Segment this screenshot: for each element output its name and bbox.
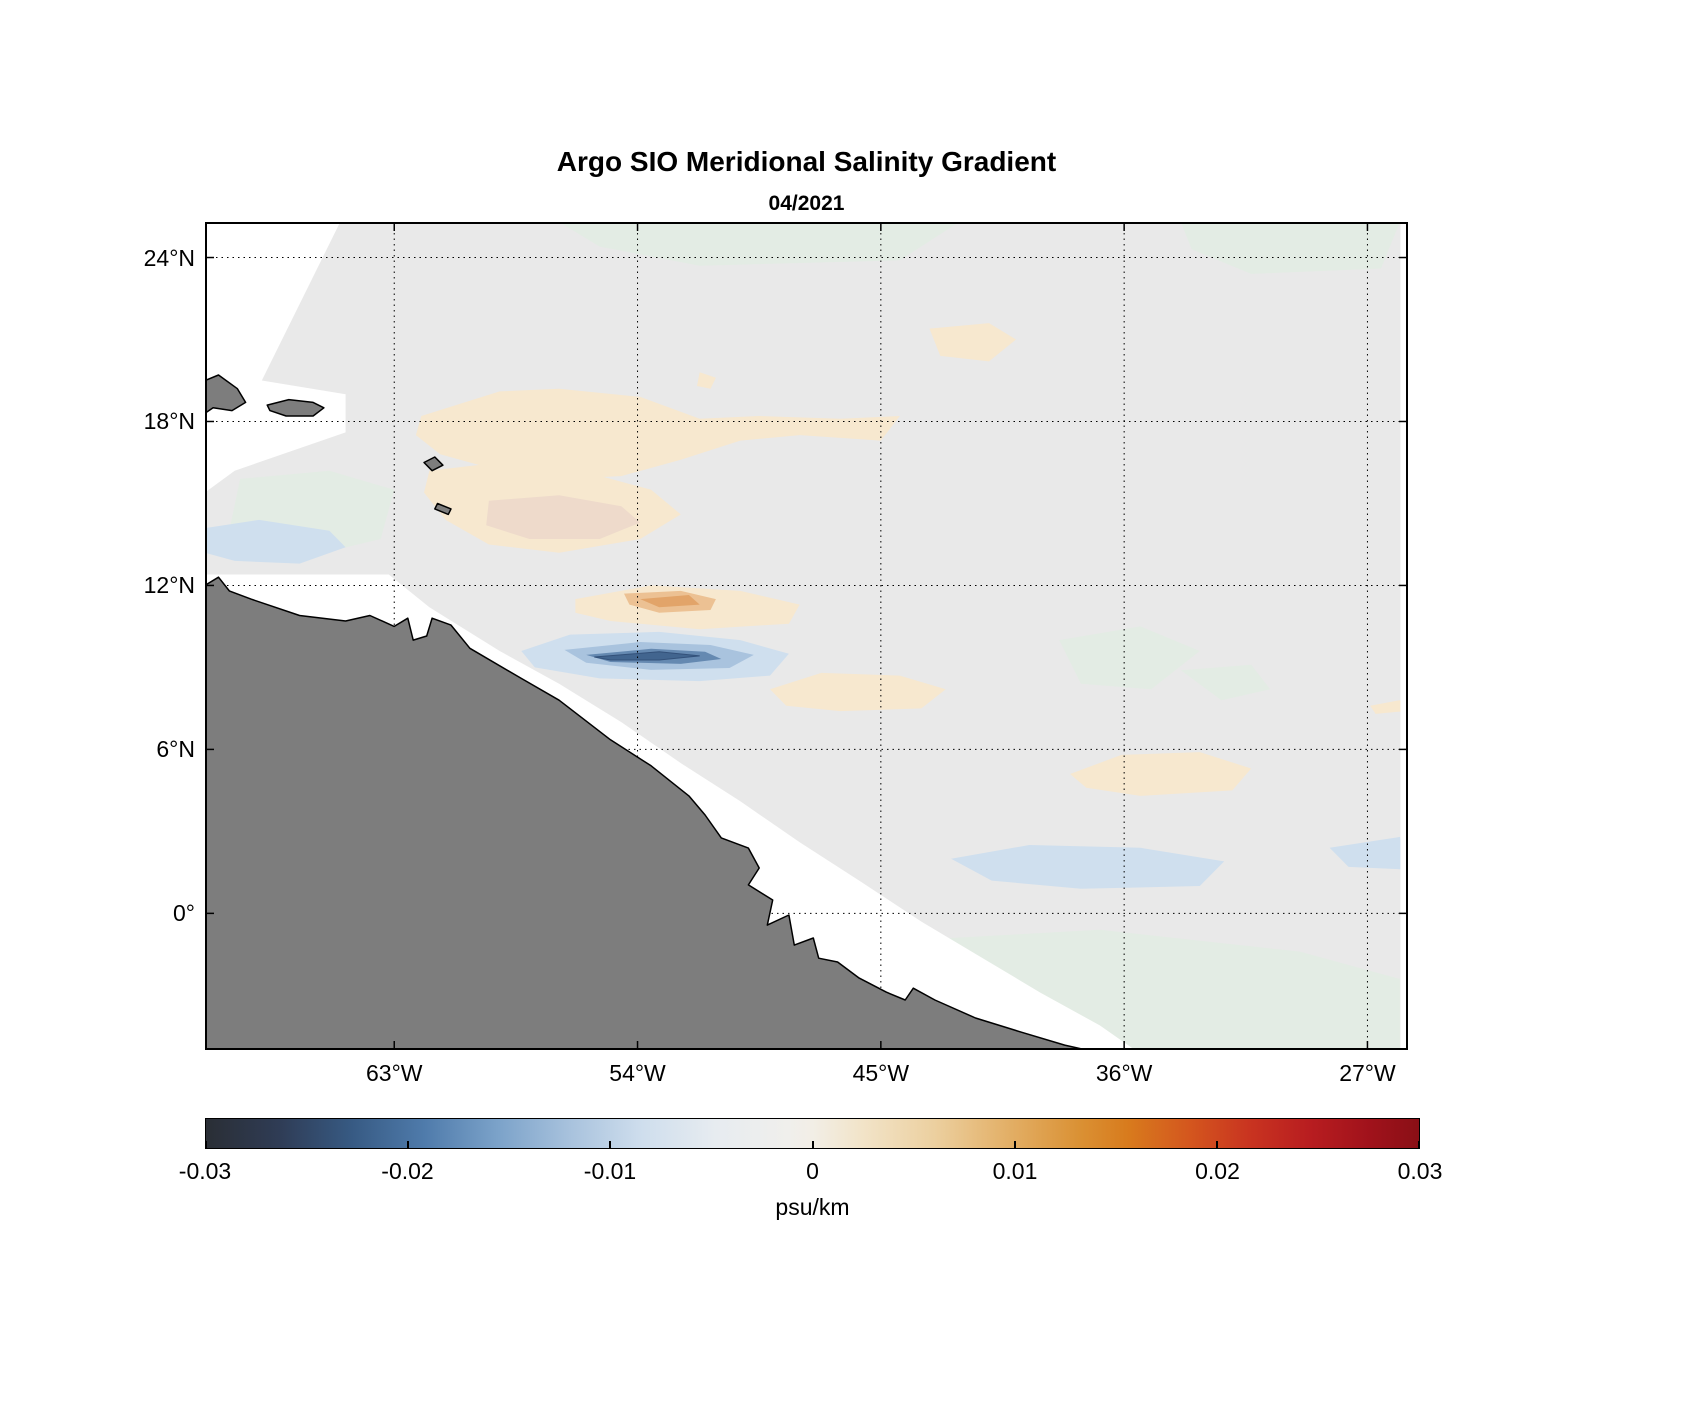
plot-frame: [205, 222, 1408, 1050]
chart-title: Argo SIO Meridional Salinity Gradient: [556, 146, 1057, 177]
colorbar-tick-labels: -0.03 -0.02 -0.01 0 0.01 0.02 0.03: [179, 1158, 1443, 1188]
contour-blue-right-edge-2n: [1329, 836, 1408, 870]
contour-tan-band-18n: [415, 388, 900, 479]
land-south-america: [205, 576, 1088, 1050]
contour-green-mid-east-2: [1180, 664, 1271, 701]
colorbar-tick-label: 0.03: [1397, 1158, 1443, 1184]
contour-tan-blob-5n: [1070, 752, 1252, 796]
colorbar-tick: [609, 1141, 612, 1148]
colorbar-unit-label: psu/km: [775, 1194, 850, 1220]
contour-tan-blob-8n: [770, 672, 946, 712]
no-data-northwest-wedge: [205, 222, 346, 493]
contour-tan-speck-19n: [697, 372, 716, 389]
colorbar-tick-label: -0.02: [381, 1158, 434, 1184]
contour-green-mid-east: [1059, 626, 1200, 690]
contour-blue-left-13n: [205, 519, 346, 564]
y-axis-label: 18°N: [143, 408, 195, 435]
colorbar-tick: [1418, 1141, 1420, 1148]
contour-orange-core-11n: [640, 595, 700, 608]
map-plot: [205, 222, 1408, 1050]
y-axis-label: 6°N: [156, 736, 195, 763]
colorbar-tick: [811, 1141, 814, 1148]
colorbar-tick: [1215, 1141, 1218, 1148]
x-axis-label: 36°W: [1095, 1060, 1153, 1086]
colorbar-tick: [407, 1141, 410, 1148]
colorbar: [205, 1118, 1420, 1149]
colorbar-tick-label: -0.01: [583, 1158, 637, 1184]
y-axis-label: 12°N: [143, 572, 195, 599]
contour-green-top-band: [559, 222, 960, 266]
colorbar-tick-label: 0: [806, 1158, 819, 1184]
y-axis-label: 0°: [173, 900, 195, 927]
contour-green-top-right: [1180, 222, 1400, 274]
contour-tan-inner-14n: [486, 495, 641, 539]
contour-tan-blob-21n: [929, 323, 1016, 362]
x-axis-label: 63°W: [365, 1060, 423, 1086]
contour-blue-blob-2n: [951, 845, 1225, 889]
contour-tan-speck-right-edge: [1370, 700, 1406, 714]
colorbar-tick-label: 0.02: [1195, 1158, 1240, 1184]
x-axis-label: 45°W: [852, 1060, 910, 1086]
land-islet-lesser-antilles-2: [434, 502, 452, 516]
land-island-puerto-rico: [266, 398, 325, 417]
contour-blue-core-9n: [594, 651, 700, 661]
colorbar-tick: [1013, 1141, 1016, 1148]
x-axis-label: 27°W: [1339, 1060, 1396, 1086]
y-axis-label: 24°N: [143, 244, 195, 271]
colorbar-tick-label: -0.03: [178, 1158, 232, 1184]
colorbar-tick-label: 0.01: [992, 1158, 1038, 1184]
x-axis-label: 54°W: [609, 1060, 666, 1086]
colorbar-tick: [205, 1141, 207, 1148]
chart-date-subtitle: 04/2021: [768, 192, 845, 215]
land-islet-lesser-antilles-1: [423, 456, 444, 472]
